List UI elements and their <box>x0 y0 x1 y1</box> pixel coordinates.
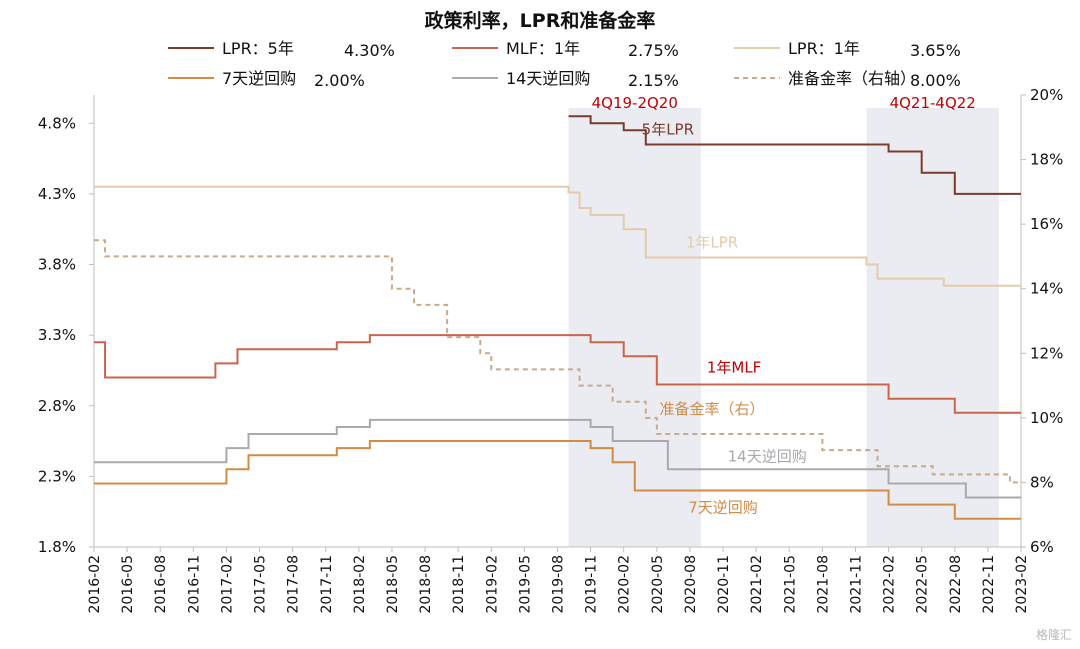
right-y-tick-label: 12% <box>1030 344 1063 362</box>
legend-label: 14天逆回购 <box>506 69 590 88</box>
x-tick-label: 2016-02 <box>87 555 103 614</box>
left-y-tick-label: 3.3% <box>38 326 76 344</box>
x-tick-label: 2019-11 <box>584 555 600 614</box>
shaded-region-label: 4Q21-4Q22 <box>890 94 976 112</box>
x-tick-label: 2019-05 <box>517 555 533 614</box>
series-line-6 <box>94 239 1021 484</box>
left-y-tick-label: 1.8% <box>38 538 76 556</box>
legend: LPR：5年 4.30% MLF：1年 2.75% LPR：1年 3.65% 7天逆回购 2.… <box>168 39 961 90</box>
inline-labels: 5年LPR 1年MLF 1年LPR 7天逆回购 14天逆回购 准备金率（右） <box>642 120 807 516</box>
right-y-tick-label: 16% <box>1030 215 1063 233</box>
legend-label: 准备金率（右轴） <box>788 69 916 88</box>
legend-value: 2.00% <box>314 71 365 90</box>
right-y-tick-label: 6% <box>1030 538 1054 556</box>
shaded-region-label: 4Q19-2Q20 <box>592 94 678 112</box>
x-tick-label: 2017-02 <box>219 555 235 614</box>
x-tick-label: 2020-02 <box>617 555 633 614</box>
x-tick-label: 2019-08 <box>551 555 567 614</box>
x-tick-label: 2021-11 <box>848 555 864 614</box>
x-tick-label: 2023-02 <box>1014 555 1030 614</box>
x-tick-label: 2018-05 <box>385 555 401 614</box>
x-tick-label: 2016-08 <box>153 555 169 614</box>
watermark: 格隆汇 <box>1035 628 1072 642</box>
x-tick-label: 2018-11 <box>451 555 467 614</box>
series-inline-label: 准备金率（右） <box>659 400 764 418</box>
series-lines <box>94 115 1021 520</box>
x-tick-label: 2020-11 <box>716 555 732 614</box>
x-tick-label: 2019-02 <box>484 555 500 614</box>
x-tick-label: 2018-02 <box>352 555 368 614</box>
legend-value: 2.75% <box>628 41 679 60</box>
x-tick-label: 2022-05 <box>915 555 931 614</box>
shaded-region-2 <box>866 108 999 547</box>
axes: 1.8% 2.3% 2.8% 3.3% 3.8% 4.3% 4.8% 6% 8% 10% 12% 14… <box>38 86 1063 614</box>
series-line-2 <box>94 334 1021 414</box>
legend-label: LPR：5年 <box>222 39 294 58</box>
series-inline-label: 5年LPR <box>642 120 694 138</box>
x-tick-label: 2022-08 <box>948 555 964 614</box>
series-inline-label: 7天逆回购 <box>688 499 758 517</box>
x-tick-label: 2018-08 <box>418 555 434 614</box>
x-tick-label: 2020-05 <box>650 555 666 614</box>
legend-label: MLF：1年 <box>506 39 580 58</box>
left-y-tick-label: 4.3% <box>38 185 76 203</box>
chart-title: 政策利率，LPR和准备金率 <box>425 9 656 32</box>
x-tick-label: 2022-02 <box>882 555 898 614</box>
left-y-tick-label: 2.8% <box>38 397 76 415</box>
legend-label: LPR：1年 <box>788 39 860 58</box>
left-y-tick-label: 2.3% <box>38 467 76 485</box>
right-y-tick-label: 14% <box>1030 280 1063 298</box>
right-y-tick-label: 8% <box>1030 473 1054 491</box>
x-tick-label: 2016-11 <box>186 555 202 614</box>
x-tick-label: 2021-08 <box>815 555 831 614</box>
legend-value: 4.30% <box>344 41 395 60</box>
legend-value: 8.00% <box>910 71 961 90</box>
x-tick-label: 2017-05 <box>253 555 269 614</box>
legend-value: 2.15% <box>628 71 679 90</box>
x-tick-label: 2022-11 <box>981 555 997 614</box>
series-inline-label: 1年MLF <box>707 359 761 377</box>
x-tick-label: 2021-02 <box>749 555 765 614</box>
right-y-tick-label: 18% <box>1030 151 1063 169</box>
left-y-tick-label: 4.8% <box>38 114 76 132</box>
left-y-tick-label: 3.8% <box>38 256 76 274</box>
x-tick-label: 2017-11 <box>319 555 335 614</box>
x-tick-label: 2020-08 <box>683 555 699 614</box>
x-tick-label: 2017-08 <box>286 555 302 614</box>
x-tick-label: 2016-05 <box>120 555 136 614</box>
series-inline-label: 1年LPR <box>686 233 738 251</box>
series-inline-label: 14天逆回购 <box>728 447 807 465</box>
legend-value: 3.65% <box>910 41 961 60</box>
right-y-tick-label: 20% <box>1030 86 1063 104</box>
x-tick-label: 2021-05 <box>782 555 798 614</box>
series-line-5 <box>94 418 1021 499</box>
legend-label: 7天逆回购 <box>222 69 296 88</box>
series-line-1 <box>568 115 1021 195</box>
right-y-tick-label: 10% <box>1030 409 1063 427</box>
series-line-3 <box>94 185 1021 287</box>
series-line-4 <box>94 440 1021 520</box>
